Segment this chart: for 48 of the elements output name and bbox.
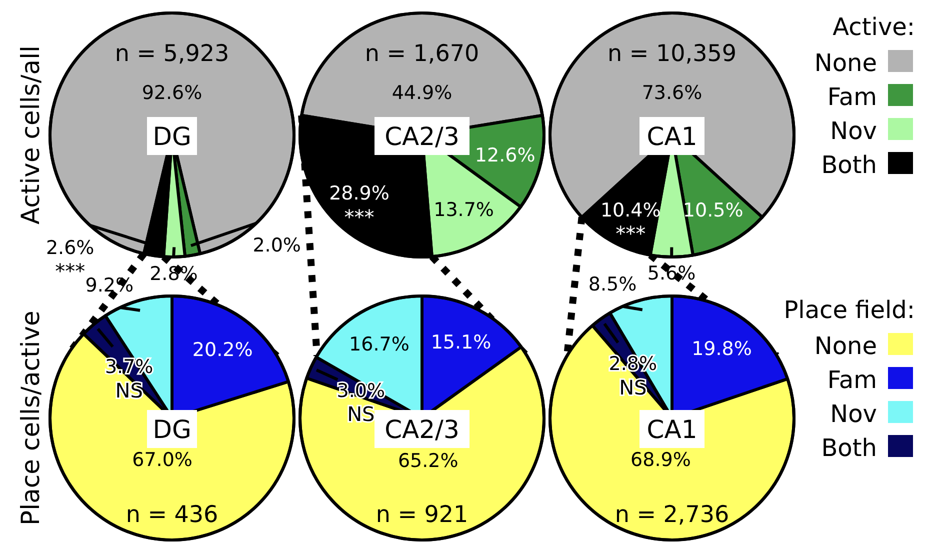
data-label: 16.7% — [349, 334, 410, 356]
data-label: 68.9% — [630, 448, 691, 471]
text: NS — [115, 378, 143, 402]
text: NS — [347, 402, 375, 426]
legend-label: Both — [821, 434, 877, 462]
data-label: 28.9% — [329, 182, 390, 205]
data-label: 13.7% — [434, 199, 494, 222]
text: n = 921 — [376, 502, 468, 528]
text: Active cells/all — [16, 46, 45, 224]
data-label: 19.8% — [692, 338, 752, 360]
text: CA2/3 — [384, 414, 460, 444]
legend-label: Nov — [830, 117, 877, 145]
legend-label: Fam — [827, 366, 877, 394]
legend-label: Fam — [827, 83, 877, 111]
data-label: 12.6% — [474, 144, 536, 166]
text: n = 5,923 — [114, 41, 230, 68]
data-label: 20.2% — [192, 338, 253, 361]
data-label: 92.6% — [142, 82, 202, 104]
text: DG — [152, 414, 192, 444]
data-label: 44.9% — [392, 82, 452, 104]
legend-label: None — [814, 49, 877, 77]
text: CA2/3 — [384, 122, 460, 151]
text: CA1 — [646, 414, 698, 444]
data-label: 3.7% — [104, 356, 154, 378]
legend-label: None — [814, 332, 877, 360]
text: *** — [55, 259, 86, 284]
legend-label: Nov — [830, 400, 877, 428]
data-label: 67.0% — [132, 449, 192, 472]
text: n = 10,359 — [608, 41, 736, 68]
text: DG — [152, 122, 192, 151]
data-label: 10.4% — [600, 199, 661, 222]
text: n = 2,736 — [614, 502, 730, 528]
text: n = 436 — [126, 502, 218, 528]
data-label: 8.5% — [588, 273, 637, 296]
data-label: 2.0% — [252, 234, 302, 256]
legend-title: Place field: — [784, 296, 915, 324]
text: n = 1,670 — [364, 41, 480, 68]
data-label: 15.1% — [430, 332, 492, 354]
legend-title: Active: — [832, 13, 915, 41]
data-label: 2.6% — [46, 236, 94, 259]
data-label: 65.2% — [398, 450, 458, 472]
legend-label: Both — [821, 151, 877, 179]
text: *** — [616, 222, 646, 246]
data-label: 73.6% — [642, 82, 702, 104]
text: NS — [619, 375, 647, 400]
text: *** — [344, 204, 374, 229]
text: CA1 — [646, 122, 698, 151]
text: Place cells/active — [16, 310, 45, 526]
